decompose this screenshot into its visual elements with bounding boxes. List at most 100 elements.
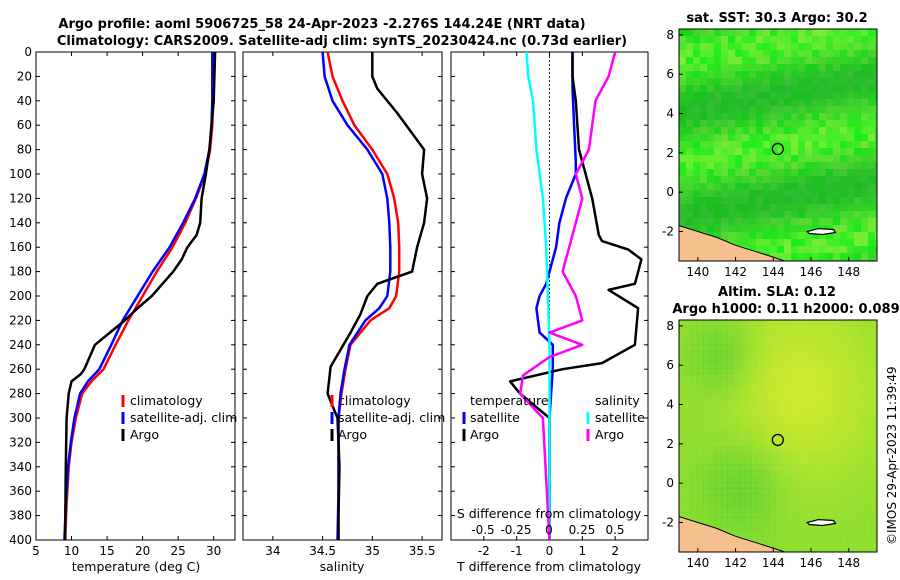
map-cell: [799, 488, 806, 495]
map-cell: [721, 57, 729, 65]
map-cell: [721, 338, 728, 345]
map-cell: [868, 239, 876, 247]
map-cell: [700, 113, 708, 121]
map-cell: [805, 225, 813, 233]
map-cell: [703, 470, 710, 477]
map-cell: [700, 127, 708, 135]
map-cell: [805, 404, 812, 411]
map-cell: [841, 362, 848, 369]
map-cell: [784, 218, 792, 226]
x-tick-label: -1: [511, 544, 523, 558]
map-cell: [861, 162, 869, 170]
map-cell: [775, 404, 782, 411]
map-cell: [799, 374, 806, 381]
map-cell: [715, 506, 722, 513]
map-cell: [805, 106, 813, 114]
map-cell: [833, 204, 841, 212]
map-cell: [679, 380, 686, 387]
map-cell: [868, 190, 876, 198]
map-cell: [733, 404, 740, 411]
map-cell: [709, 440, 716, 447]
map-cell: [833, 183, 841, 191]
map-cell: [817, 470, 824, 477]
map-cell: [735, 85, 743, 93]
map-cell: [868, 232, 876, 240]
map-cell: [703, 458, 710, 465]
map-cell: [742, 29, 750, 37]
map-cell: [812, 36, 820, 44]
map-cell: [721, 524, 728, 531]
map-cell: [763, 239, 771, 247]
map-cell: [749, 113, 757, 121]
map-cell: [798, 36, 806, 44]
map-cell: [859, 398, 866, 405]
map-cell: [707, 71, 715, 79]
map-cell: [853, 506, 860, 513]
map-cell: [769, 512, 776, 519]
map-cell: [727, 422, 734, 429]
map-cell: [829, 482, 836, 489]
map-cell: [703, 428, 710, 435]
map-cell: [714, 211, 722, 219]
map-cell: [756, 36, 764, 44]
map-cell: [811, 524, 818, 531]
map-cell: [733, 482, 740, 489]
map-cell: [847, 36, 855, 44]
map-cell: [691, 440, 698, 447]
map-cell: [707, 162, 715, 170]
map-cell: [793, 452, 800, 459]
map-cell: [739, 518, 746, 525]
map-cell: [728, 85, 736, 93]
map-cell: [805, 446, 812, 453]
map-cell: [679, 410, 686, 417]
map-cell: [861, 78, 869, 86]
map-cell: [756, 162, 764, 170]
map-cell: [791, 78, 799, 86]
map-cell: [871, 410, 877, 417]
map-cell: [840, 106, 848, 114]
map-cell: [727, 398, 734, 405]
map-cell: [841, 518, 848, 525]
map-cell: [769, 482, 776, 489]
map-cell: [847, 434, 854, 441]
map-cell: [735, 113, 743, 121]
map-cell: [777, 190, 785, 198]
map-cell: [756, 78, 764, 86]
map-cell: [823, 416, 830, 423]
map-cell: [735, 29, 743, 37]
map-cell: [817, 524, 824, 531]
map-cell: [799, 542, 806, 549]
map-cell: [868, 64, 876, 72]
map-cell: [875, 106, 877, 114]
map-cell: [763, 518, 770, 525]
map-cell: [697, 506, 704, 513]
map-cell: [686, 113, 694, 121]
map-cell: [847, 482, 854, 489]
map-cell: [757, 356, 764, 363]
map-cell: [739, 374, 746, 381]
map-cell: [751, 416, 758, 423]
map-cell: [751, 452, 758, 459]
map-cell: [826, 232, 834, 240]
map-cell: [861, 155, 869, 163]
map-cell: [854, 50, 862, 58]
map-cell: [781, 542, 788, 549]
map-cell: [728, 218, 736, 226]
map-cell: [756, 113, 764, 121]
map-cell: [745, 452, 752, 459]
map-cell: [679, 85, 687, 93]
map-cell: [805, 239, 813, 247]
map-cell: [791, 43, 799, 51]
map-cell: [811, 380, 818, 387]
map-cell: [769, 440, 776, 447]
map-cell: [871, 350, 877, 357]
map-cell: [798, 246, 806, 254]
map-cell: [793, 548, 800, 552]
map-cell: [847, 350, 854, 357]
map-cell: [861, 204, 869, 212]
map-cell: [763, 141, 771, 149]
map-cell: [763, 398, 770, 405]
map-cell: [875, 85, 877, 93]
map-cell: [685, 320, 692, 327]
map-cell: [817, 494, 824, 501]
